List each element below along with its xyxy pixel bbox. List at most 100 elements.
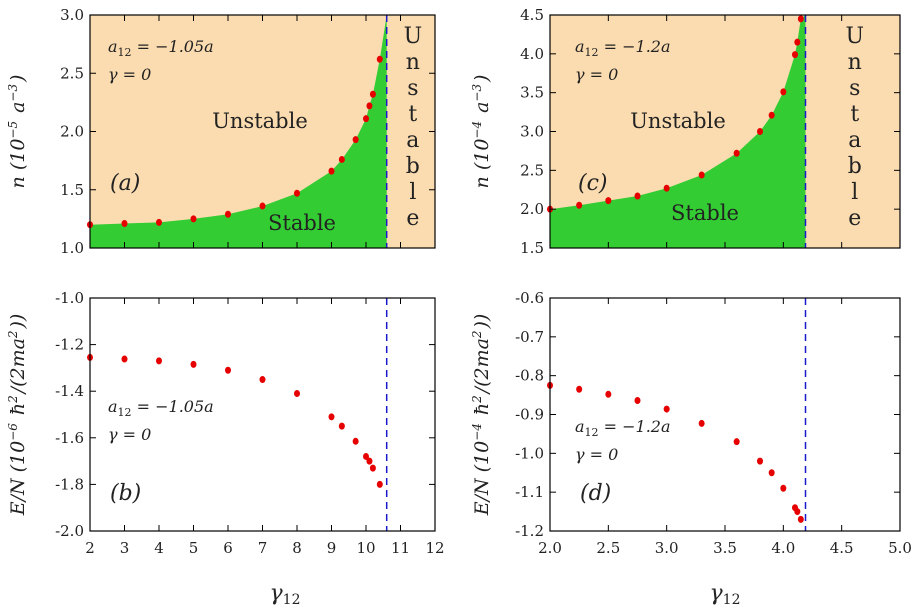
unstable-vertical-letter: t xyxy=(850,102,859,127)
x-tick-label: 4.0 xyxy=(771,539,795,557)
x-axis-label-left: γ12 xyxy=(270,581,301,608)
data-point xyxy=(663,405,670,413)
data-point xyxy=(259,202,266,210)
y-tick-label: 3.0 xyxy=(520,123,544,141)
y-tick-label: -0.9 xyxy=(515,406,544,424)
x-tick-label: 2.0 xyxy=(538,539,562,557)
y-tick-label: -1.1 xyxy=(515,483,544,501)
data-point xyxy=(121,355,128,363)
y-tick-label: 2.0 xyxy=(60,123,84,141)
y-tick-label: 4.0 xyxy=(520,45,544,63)
unstable-vertical-letter: a xyxy=(848,128,861,153)
data-point xyxy=(121,220,128,228)
y-tick-label: 1.5 xyxy=(60,181,84,199)
y-tick-label: -1.0 xyxy=(55,289,84,307)
stable-label: Stable xyxy=(268,211,336,235)
data-point xyxy=(363,115,369,123)
data-point xyxy=(605,197,612,205)
data-point xyxy=(792,51,798,59)
y-tick-label: -1.0 xyxy=(515,444,544,462)
unstable-vertical-letter: l xyxy=(409,180,416,205)
data-point xyxy=(225,210,231,218)
panel-d: 2.0 2.5 3.0 3.5 4.0 4.5 5.0 -1.2 -1.1 -1.0 -0.9 -0.… xyxy=(470,289,912,557)
y-tick-label: 1.5 xyxy=(520,239,544,257)
data-point xyxy=(338,155,345,163)
data-point xyxy=(576,385,583,393)
data-point xyxy=(294,189,300,197)
panel-label: (c) xyxy=(578,171,608,196)
y-tick-label: -0.7 xyxy=(515,328,544,346)
panel-b: 2 3 4 5 6 7 8 9 10 11 12 -2.0 -1.8 -1.6 -1.4 -1.2 -1.0 a1… xyxy=(6,289,445,557)
unstable-vertical-letter: b xyxy=(406,154,420,179)
panel-a: Unstable Stable Unstable 1.0 1.5 2.0 2.5 3.0 a12… xyxy=(6,6,436,257)
y-tick-label: -1.2 xyxy=(515,522,544,540)
y-axis-label: n (10−4 a−3 ) xyxy=(470,75,493,189)
y-tick-label: -1.2 xyxy=(55,336,84,354)
data-point xyxy=(733,438,740,446)
data-point xyxy=(768,469,775,477)
x-tick-label: 2 xyxy=(85,539,95,557)
unstable-vertical-letter: n xyxy=(848,50,862,75)
x-tick-label: 4.5 xyxy=(830,539,854,557)
param-a12: a12 = −1.05a xyxy=(108,397,214,419)
x-tick-label: 6 xyxy=(223,539,233,557)
param-gamma: γ = 0 xyxy=(108,65,151,84)
unstable-label: Unstable xyxy=(212,109,308,133)
data-point xyxy=(780,88,787,96)
y-tick-label: 3.0 xyxy=(60,6,84,24)
data-point xyxy=(352,437,359,445)
param-a12: a12 = −1.2a xyxy=(575,37,671,59)
data-point xyxy=(376,480,383,488)
data-point xyxy=(369,464,376,472)
unstable-label: Unstable xyxy=(630,109,726,133)
x-tick-label: 12 xyxy=(425,539,444,557)
x-tick-label: 11 xyxy=(391,539,410,557)
data-point xyxy=(634,397,641,405)
data-point xyxy=(190,215,197,223)
y-tick-label: -0.8 xyxy=(515,367,544,385)
data-point xyxy=(794,38,801,46)
stable-region xyxy=(90,15,387,248)
unstable-vertical-letter: e xyxy=(406,206,419,231)
data-point xyxy=(225,366,231,374)
x-tick-label: 3 xyxy=(120,539,130,557)
unstable-vertical-letter: s xyxy=(849,76,860,101)
y-axis-label: E/N (10−6 ħ2 /(2ma2 )) xyxy=(6,314,29,517)
data-point xyxy=(757,457,763,465)
x-tick-label: 2.5 xyxy=(596,539,620,557)
unstable-vertical-letter: U xyxy=(845,24,864,49)
x-axis-label-right: γ12 xyxy=(710,581,741,608)
y-tick-label: 1.0 xyxy=(60,239,84,257)
param-gamma: γ = 0 xyxy=(575,65,618,84)
data-point xyxy=(698,171,705,179)
y-tick-label: -1.6 xyxy=(55,429,84,447)
panel-label: (d) xyxy=(580,481,611,506)
data-point xyxy=(757,128,763,135)
panel-c: Unstable Stable Unstable 1.5 2.0 2.5 3.0 3.5 4.0… xyxy=(470,6,901,257)
param-a12: a12 = −1.2a xyxy=(575,417,671,439)
y-tick-label: 2.0 xyxy=(520,200,544,218)
unstable-vertical-letter: a xyxy=(406,128,419,153)
data-point xyxy=(363,452,369,460)
stable-region xyxy=(550,15,806,248)
unstable-vertical-letter: s xyxy=(407,76,418,101)
data-point xyxy=(156,357,162,365)
data-point xyxy=(366,457,373,465)
unstable-vertical-letter: e xyxy=(848,206,861,231)
unstable-vertical-letter: n xyxy=(406,50,420,75)
param-gamma: γ = 0 xyxy=(108,425,151,444)
stable-label: Stable xyxy=(671,201,739,225)
y-tick-label: -2.0 xyxy=(55,522,84,540)
panel-label: (b) xyxy=(110,481,141,506)
data-point xyxy=(780,484,787,492)
param-gamma: γ = 0 xyxy=(575,445,618,464)
unstable-vertical-letter: U xyxy=(404,24,423,49)
x-tick-label: 8 xyxy=(292,539,302,557)
data-point xyxy=(634,192,641,200)
data-point xyxy=(376,55,383,63)
y-axis-label: E/N (10−4 ħ2 /(2ma2 )) xyxy=(470,314,493,517)
x-tick-label: 7 xyxy=(258,539,268,557)
x-tick-label: 5 xyxy=(189,539,199,557)
data-point xyxy=(328,167,335,175)
